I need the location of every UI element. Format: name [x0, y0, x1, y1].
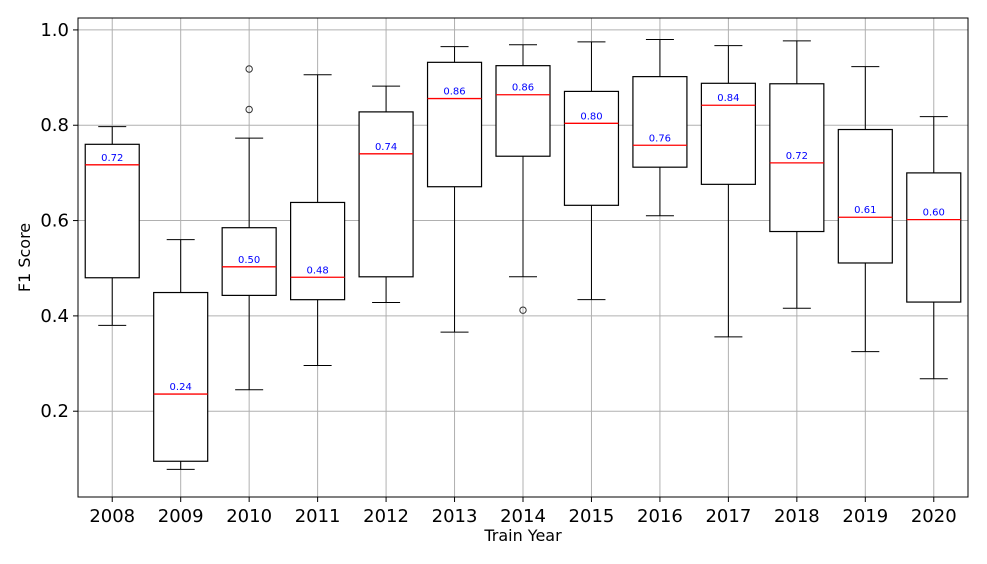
interquartile-box: [84, 143, 140, 279]
box-plot-item: 0.80: [563, 41, 620, 301]
y-tick-label: 1.0: [40, 20, 69, 41]
interquartile-box: [495, 65, 551, 157]
median-value-label: 0.72: [101, 153, 123, 164]
median-value-label: 0.76: [649, 133, 671, 144]
median-value-label: 0.60: [923, 208, 945, 219]
outlier-point: [245, 65, 253, 73]
box-series: 0.72 0.24 0.50 0.48 0.74 0.86 0.86 0.80 0.76 0.84…: [84, 38, 962, 470]
box-plot-item: 0.48: [290, 74, 346, 366]
x-tick-label: 2013: [432, 506, 478, 527]
box-plot-item: 0.86: [495, 44, 551, 314]
y-axis-title: F1 Score: [15, 223, 34, 292]
interquartile-box: [632, 76, 688, 168]
median-value-label: 0.84: [717, 93, 739, 104]
y-tick-label: 0.8: [40, 115, 69, 136]
x-axis-ticks: 2008 2009 2010 2011 2012 2013 2014 2015 2016 2017…: [89, 497, 957, 527]
x-tick-label: 2009: [158, 506, 204, 527]
box-plot-item: 0.86: [426, 46, 483, 333]
x-tick-label: 2008: [89, 506, 135, 527]
x-tick-label: 2012: [363, 506, 409, 527]
x-tick-label: 2011: [295, 506, 341, 527]
box-plot-item: 0.60: [906, 116, 962, 380]
interquartile-box: [358, 111, 414, 278]
x-tick-label: 2015: [569, 506, 615, 527]
interquartile-box: [563, 90, 620, 206]
y-tick-label: 0.6: [40, 211, 69, 232]
interquartile-box: [837, 128, 893, 264]
interquartile-box: [426, 61, 483, 188]
box-plot-item: 0.50: [221, 65, 277, 391]
box-plot-item: 0.76: [632, 38, 688, 217]
interquartile-box: [290, 201, 346, 301]
interquartile-box: [769, 83, 825, 233]
y-tick-label: 0.2: [40, 401, 69, 422]
median-value-label: 0.72: [786, 151, 808, 162]
median-value-label: 0.86: [512, 83, 534, 94]
x-tick-label: 2020: [911, 506, 957, 527]
x-tick-label: 2016: [637, 506, 683, 527]
median-value-label: 0.74: [375, 142, 397, 153]
y-axis-ticks: 0.2 0.4 0.6 0.8 1.0: [40, 20, 78, 422]
x-tick-label: 2018: [774, 506, 820, 527]
interquartile-box: [221, 227, 277, 296]
box-plot-item: 0.72: [84, 126, 140, 326]
x-tick-label: 2010: [226, 506, 272, 527]
median-value-label: 0.86: [443, 87, 465, 98]
box-plot-item: 0.24: [153, 239, 209, 470]
box-plot-item: 0.84: [700, 45, 756, 338]
outlier-point: [519, 306, 527, 314]
box-plot-item: 0.72: [769, 40, 825, 309]
median-value-label: 0.24: [170, 382, 192, 393]
x-tick-label: 2014: [500, 506, 546, 527]
x-tick-label: 2017: [705, 506, 751, 527]
x-axis-title: Train Year: [483, 526, 562, 545]
median-value-label: 0.50: [238, 255, 260, 266]
median-value-label: 0.61: [854, 205, 876, 216]
median-value-label: 0.48: [306, 265, 328, 276]
median-value-label: 0.80: [580, 111, 602, 122]
outlier-point: [245, 105, 253, 114]
interquartile-box: [153, 291, 209, 462]
box-plot-item: 0.61: [837, 66, 893, 353]
interquartile-box: [700, 82, 756, 185]
x-tick-label: 2019: [842, 506, 888, 527]
box-plot-item: 0.74: [358, 85, 414, 304]
interquartile-box: [906, 172, 962, 303]
y-tick-label: 0.4: [40, 306, 69, 327]
